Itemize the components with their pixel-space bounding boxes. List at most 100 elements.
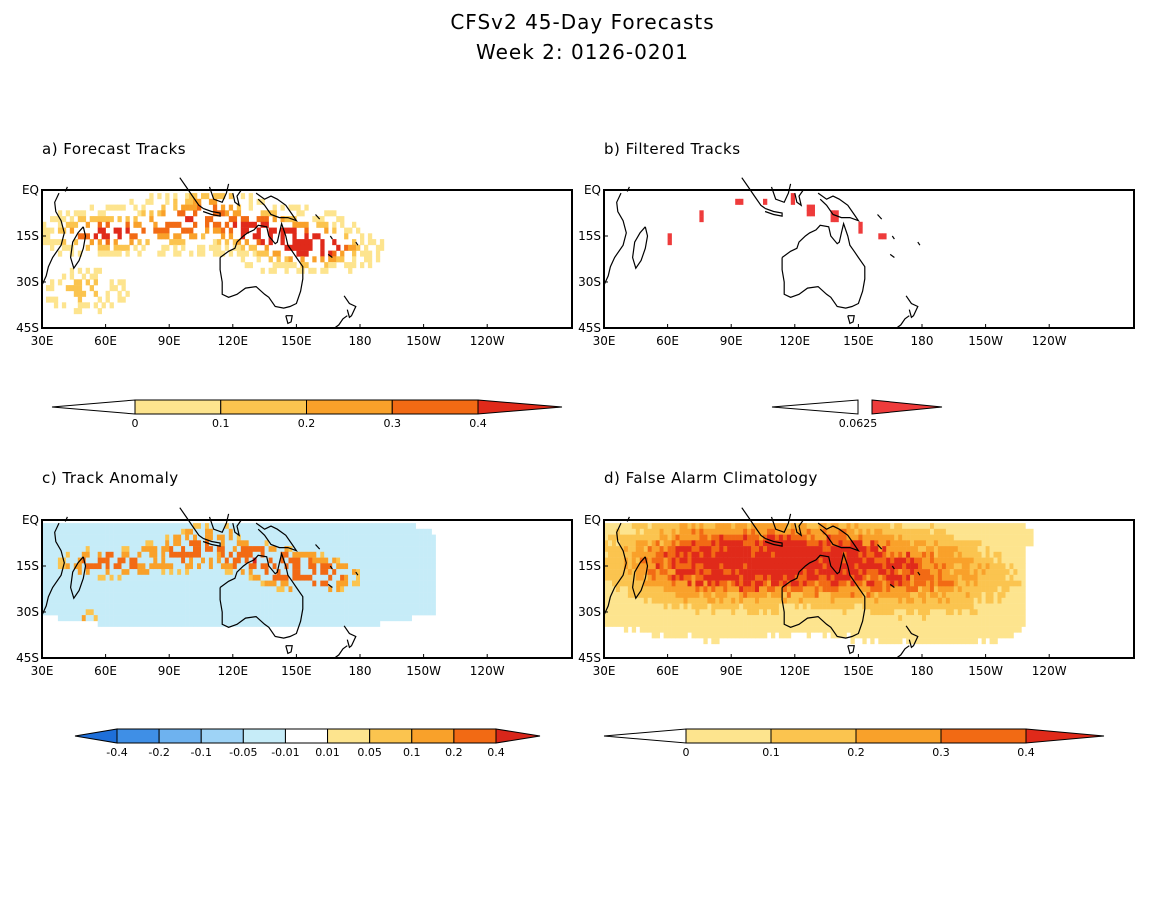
grid-cell	[391, 615, 397, 622]
grid-cell	[348, 592, 353, 599]
grid-cell	[727, 546, 732, 553]
grid-cell	[886, 534, 891, 541]
grid-cell	[1029, 540, 1034, 547]
grid-cell	[371, 603, 377, 610]
grid-cell	[937, 609, 943, 616]
coastline	[69, 556, 87, 600]
grid-cell	[1013, 540, 1018, 547]
grid-cell	[113, 574, 118, 581]
grid-cell	[635, 586, 641, 593]
grid-cell	[882, 580, 887, 587]
grid-cell	[834, 580, 839, 587]
grid-cell	[802, 626, 808, 633]
grid-cell	[181, 227, 186, 234]
grid-cell	[1021, 540, 1026, 547]
grid-cell	[93, 216, 98, 223]
grid-cell	[679, 563, 684, 570]
grid-cell	[57, 551, 63, 558]
grid-cell	[65, 221, 71, 228]
grid-cell	[332, 574, 337, 581]
grid-cell	[125, 569, 130, 576]
grid-cell	[874, 546, 879, 553]
grid-cell	[627, 609, 633, 616]
grid-cell	[699, 540, 704, 547]
grid-cell	[1001, 615, 1006, 622]
grid-cell	[878, 557, 883, 564]
grid-cell	[244, 586, 249, 593]
coastline	[764, 207, 783, 217]
grid-cell	[50, 580, 55, 587]
grid-cell	[264, 615, 269, 622]
grid-cell	[973, 574, 978, 581]
grid-cell	[205, 557, 210, 564]
grid-cell	[695, 586, 700, 593]
grid-cell	[240, 569, 246, 576]
grid-cell	[838, 620, 843, 627]
grid-cell	[862, 626, 867, 633]
grid-cell	[77, 580, 83, 587]
grid-cell	[109, 551, 114, 558]
grid-cell	[224, 221, 230, 228]
lat-label-15S: 15S	[16, 559, 39, 573]
grid-cell	[933, 563, 939, 570]
grid-cell	[818, 574, 823, 581]
grid-cell	[117, 551, 122, 558]
grid-cell	[212, 551, 218, 558]
grid-cell	[205, 574, 210, 581]
grid-cell	[407, 528, 412, 535]
grid-cell	[89, 546, 94, 553]
grid-cell	[858, 557, 863, 564]
grid-cell	[643, 609, 649, 616]
grid-cell	[69, 569, 75, 576]
grid-cell	[240, 592, 246, 599]
grid-cell	[101, 597, 106, 604]
grid-cell	[85, 279, 90, 286]
grid-cell	[989, 592, 994, 599]
grid-cell	[977, 597, 982, 604]
grid-cell	[608, 620, 613, 627]
grid-cell	[846, 626, 851, 633]
grid-cell	[818, 626, 823, 633]
grid-cell	[105, 523, 110, 530]
grid-cell	[977, 546, 982, 553]
grid-cell	[997, 546, 1002, 553]
grid-cell	[149, 528, 154, 535]
grid-cell	[292, 574, 297, 581]
grid-cell	[806, 574, 811, 581]
grid-cell	[822, 551, 827, 558]
grid-cell	[256, 534, 261, 541]
grid-cell	[902, 615, 907, 622]
grid-cell	[711, 603, 716, 610]
grid-cell	[228, 609, 234, 616]
grid-cell	[197, 615, 202, 622]
grid-cell	[65, 615, 71, 622]
grid-cell	[631, 615, 637, 622]
grid-cell	[403, 609, 408, 616]
grid-cell	[973, 580, 978, 587]
grid-cell	[623, 534, 629, 541]
grid-cell	[914, 551, 919, 558]
grid-cell	[46, 296, 51, 303]
grid-cell	[81, 540, 87, 547]
grid-cell	[125, 540, 130, 547]
grid-cell	[874, 597, 879, 604]
grid-cell	[157, 534, 162, 541]
grid-cell	[332, 221, 337, 228]
grid-cell	[109, 557, 114, 564]
grid-cell	[320, 528, 325, 535]
grid-cell	[941, 534, 947, 541]
grid-cell	[834, 528, 839, 535]
grid-cell	[189, 546, 194, 553]
grid-cell	[755, 592, 760, 599]
grid-cell	[411, 528, 416, 535]
grid-cell	[798, 580, 804, 587]
grid-cell	[89, 285, 94, 292]
grid-cell	[117, 597, 122, 604]
grid-cell	[42, 597, 47, 604]
grid-cell	[890, 546, 895, 553]
grid-cell	[623, 523, 629, 530]
grid-cell	[220, 534, 226, 541]
grid-cell	[608, 609, 613, 616]
grid-cell	[260, 198, 265, 205]
grid-cell	[751, 592, 756, 599]
